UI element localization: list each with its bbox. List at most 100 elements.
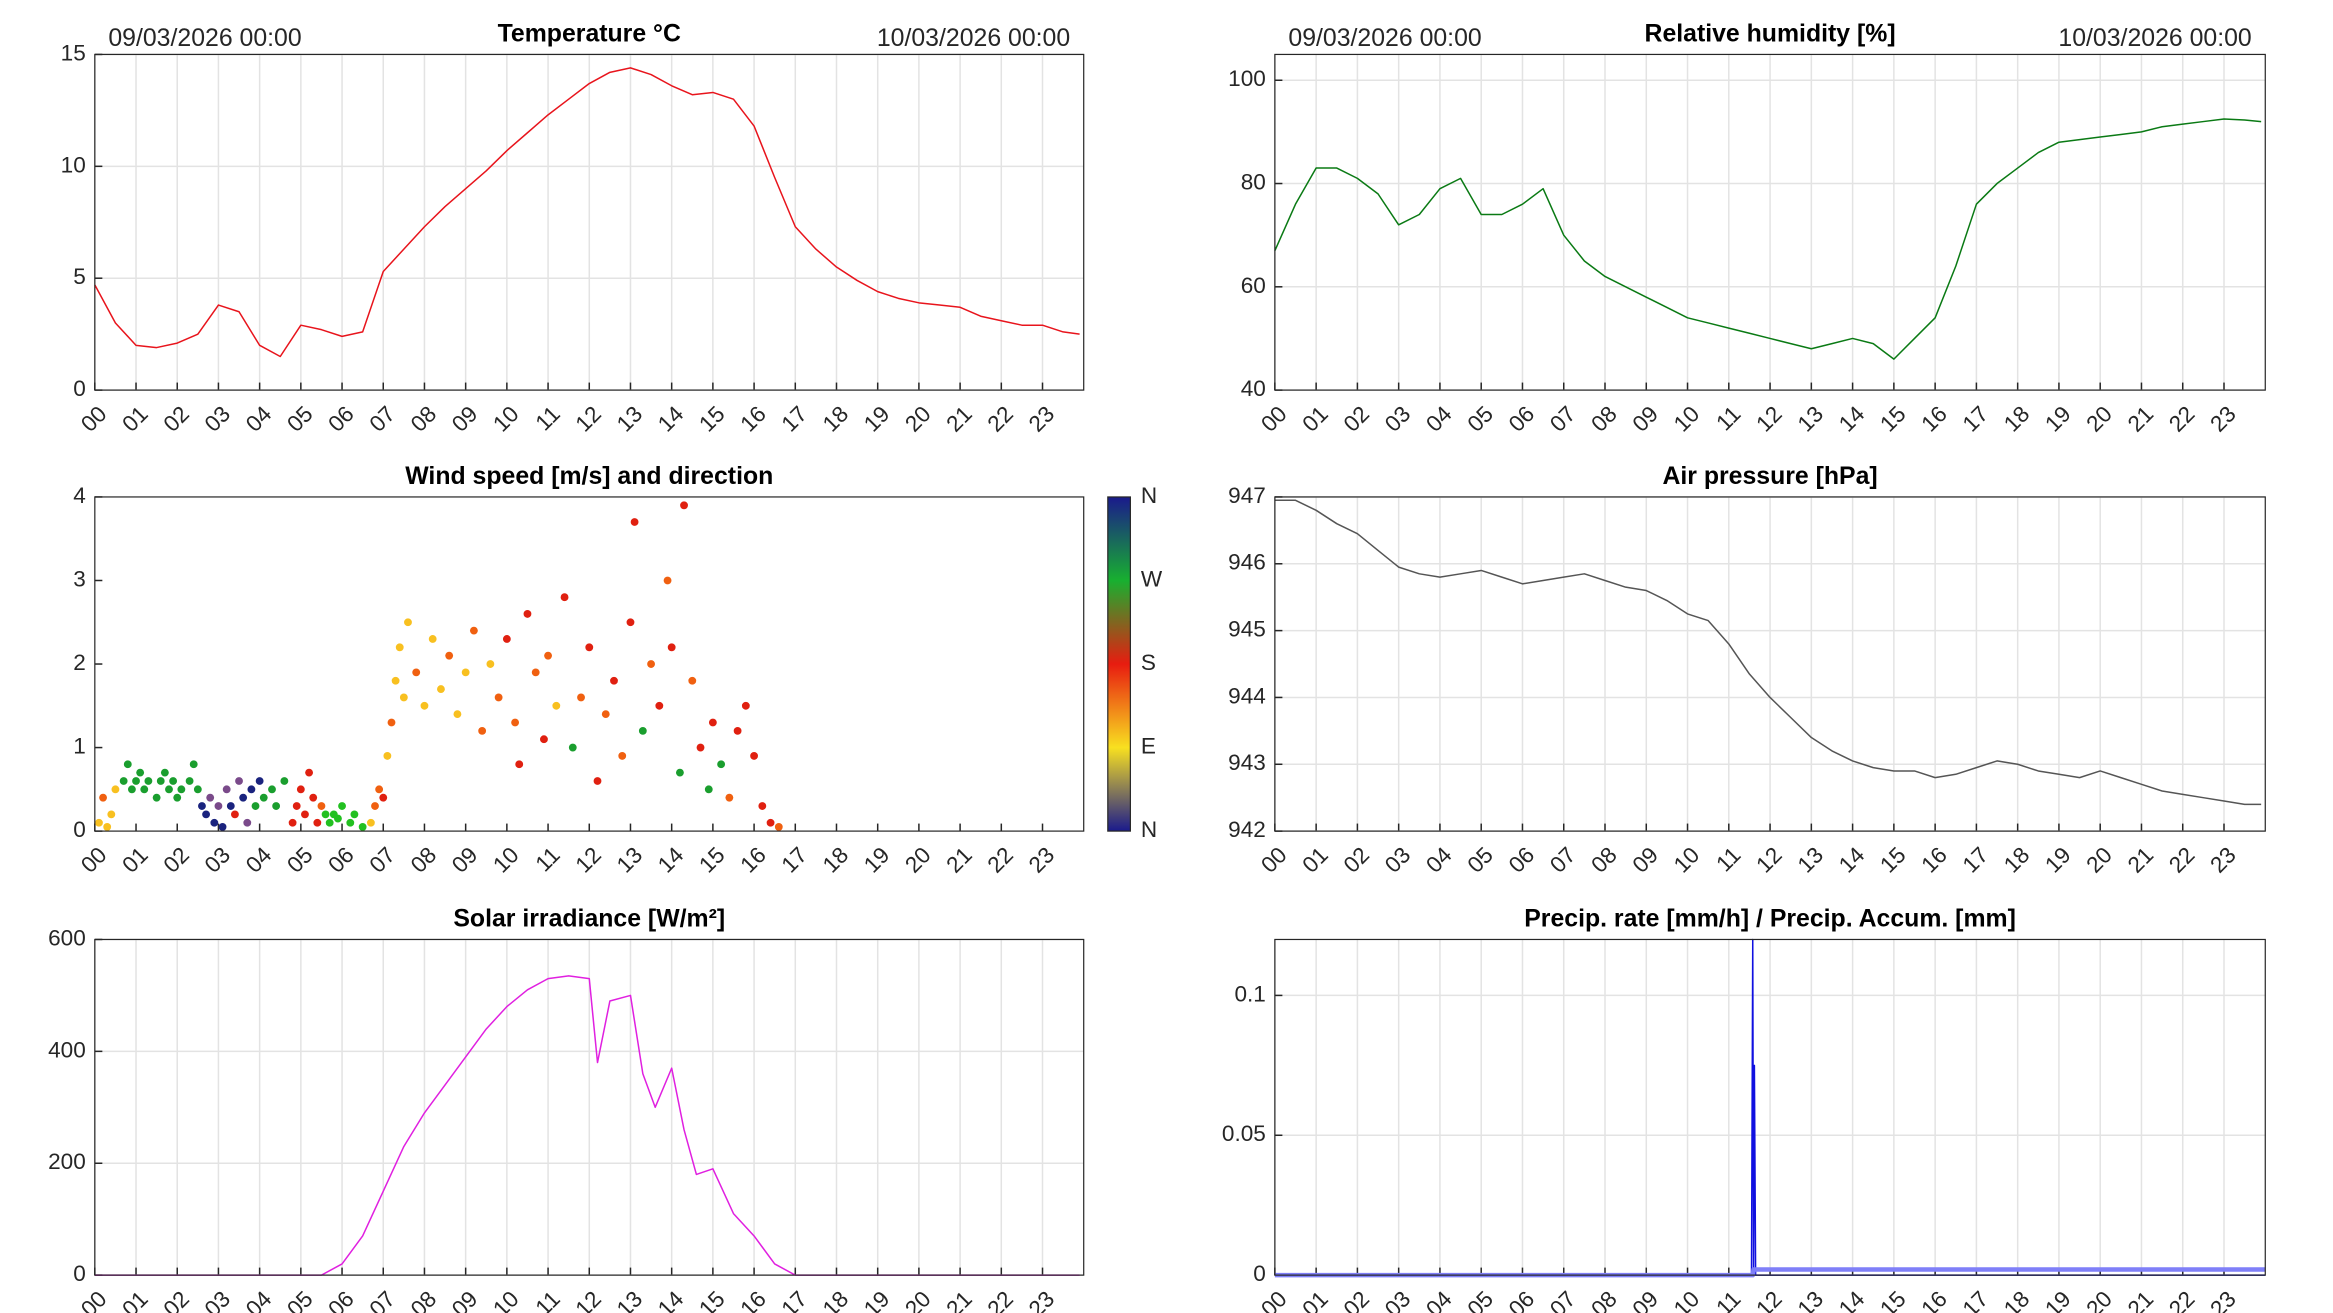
wind-point <box>630 518 639 526</box>
chart-title: Relative humidity [%] <box>1645 20 1896 47</box>
x-tick-label: 04 <box>241 1286 276 1313</box>
wind-point <box>231 810 239 819</box>
end-date: 10/03/2026 00:00 <box>877 25 1070 52</box>
x-tick-label: 15 <box>1875 401 1910 436</box>
x-tick-label: 12 <box>1751 401 1786 436</box>
wind-point <box>552 701 561 710</box>
x-tick-label: 10 <box>1669 842 1704 877</box>
plot-frame <box>1274 496 2266 832</box>
wind-point <box>395 643 404 652</box>
wind-point <box>523 609 532 618</box>
wind-point <box>680 501 688 510</box>
x-tick-label: 03 <box>1380 842 1415 877</box>
chart-title: Solar irradiance [W/m²] <box>453 905 725 932</box>
x-tick-label: 18 <box>818 842 853 877</box>
x-tick-label: 16 <box>1916 401 1951 436</box>
x-tick-label: 14 <box>1834 401 1869 436</box>
wind-point <box>206 793 215 802</box>
x-tick-label: 17 <box>1958 1286 1993 1313</box>
wind-point <box>593 777 602 785</box>
wind-point <box>358 823 367 831</box>
chart-title: Temperature °C <box>498 20 681 47</box>
plot-frame <box>94 938 1085 1276</box>
x-tick-label: 06 <box>1504 401 1539 436</box>
wind-point <box>350 810 359 819</box>
x-tick-label: 09 <box>1628 401 1663 436</box>
x-tick-label: 06 <box>323 401 358 436</box>
x-tick-label: 22 <box>983 1286 1018 1313</box>
wind-point <box>437 685 445 694</box>
x-tick-label: 17 <box>777 842 812 877</box>
x-tick-label: 08 <box>406 1286 441 1313</box>
x-tick-label: 06 <box>1504 1286 1539 1313</box>
start-date: 09/03/2026 00:00 <box>108 25 301 52</box>
wind-point <box>688 676 697 685</box>
colorbar-label: N <box>1141 483 1157 508</box>
wind-point <box>704 785 713 794</box>
x-tick-label: 06 <box>1504 842 1539 877</box>
x-tick-label: 13 <box>612 1286 647 1313</box>
x-tick-label: 21 <box>2123 842 2158 877</box>
wind-point <box>235 777 243 785</box>
wind-point <box>140 785 149 794</box>
x-tick-label: 23 <box>2205 842 2240 877</box>
wind-point <box>239 793 248 802</box>
wind-point <box>626 618 635 627</box>
x-tick-label: 18 <box>818 1286 853 1313</box>
y-tick-label: 5 <box>73 264 86 289</box>
wind-point <box>243 818 252 827</box>
x-tick-label: 21 <box>941 1286 976 1313</box>
x-tick-label: 10 <box>1669 401 1704 436</box>
colorbar-label: E <box>1141 734 1156 759</box>
x-tick-label: 21 <box>941 842 976 877</box>
x-tick-label: 02 <box>1339 401 1374 436</box>
y-tick-label: 80 <box>1241 170 1266 195</box>
x-tick-label: 03 <box>200 842 235 877</box>
x-tick-label: 05 <box>282 401 317 436</box>
wind-point <box>210 818 219 827</box>
x-tick-label: 22 <box>983 842 1018 877</box>
wind-point <box>214 802 223 810</box>
wind-point <box>531 668 540 677</box>
x-tick-label: 13 <box>612 401 647 436</box>
x-tick-label: 05 <box>1463 401 1498 436</box>
x-tick-label: 03 <box>1380 1286 1415 1313</box>
x-tick-label: 01 <box>1297 1286 1332 1313</box>
x-tick-label: 09 <box>447 1286 482 1313</box>
chart-title: Precip. rate [mm/h] / Precip. Accum. [mm… <box>1524 905 2016 932</box>
wind-point <box>338 802 346 810</box>
x-tick-label: 01 <box>1297 401 1332 436</box>
x-tick-label: 11 <box>531 401 565 435</box>
wind-point <box>346 818 355 827</box>
wind-point <box>305 768 313 777</box>
plot-clip <box>94 67 1080 358</box>
start-date: 09/03/2026 00:00 <box>1288 25 1481 52</box>
wind-point <box>177 785 186 794</box>
wind-point <box>585 643 594 652</box>
x-tick-label: 02 <box>159 1286 194 1313</box>
wind-point <box>420 701 429 710</box>
y-tick-label: 0 <box>73 376 86 401</box>
y-tick-label: 0 <box>73 1261 86 1286</box>
x-tick-label: 16 <box>735 401 770 436</box>
x-tick-label: 06 <box>323 1286 358 1313</box>
x-tick-label: 04 <box>1421 842 1456 877</box>
x-tick-label: 10 <box>488 842 523 877</box>
y-tick-label: 945 <box>1228 617 1266 642</box>
x-tick-label: 11 <box>531 1286 565 1313</box>
y-tick-label: 2 <box>73 650 86 675</box>
wind-point <box>766 818 775 827</box>
x-tick-label: 20 <box>2082 842 2117 877</box>
x-tick-label: 23 <box>1024 401 1059 436</box>
wind-point <box>321 810 330 819</box>
wind-point <box>317 802 326 810</box>
wind-point <box>193 785 202 794</box>
x-tick-label: 15 <box>694 1286 729 1313</box>
data-line <box>1274 118 2262 360</box>
wind-point <box>379 793 388 802</box>
y-tick-label: 200 <box>48 1149 86 1174</box>
wind-point <box>494 693 503 702</box>
x-tick-label: 00 <box>1256 842 1291 877</box>
x-tick-label: 04 <box>241 842 276 877</box>
